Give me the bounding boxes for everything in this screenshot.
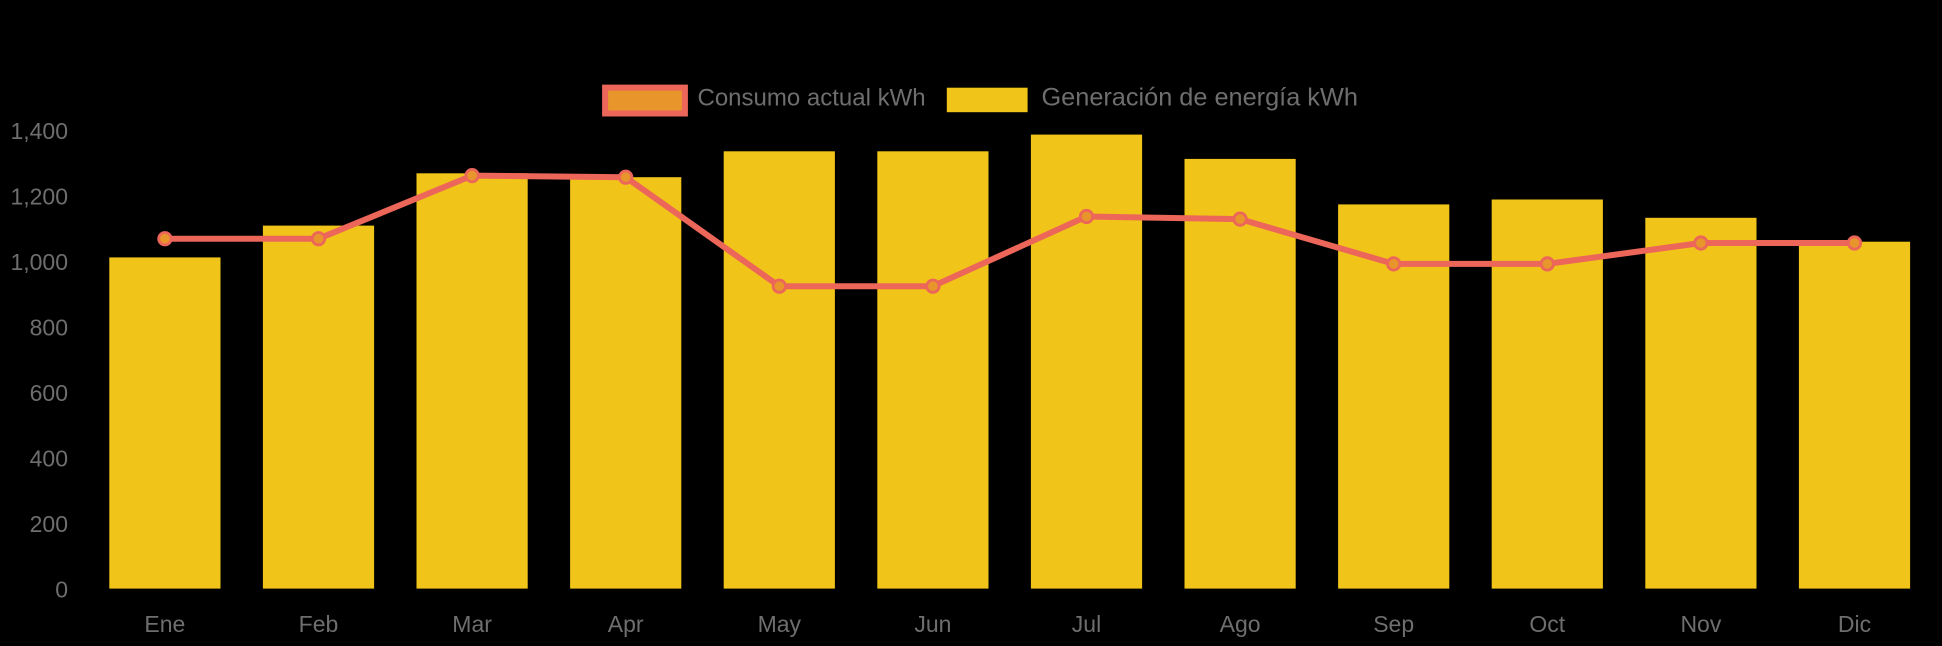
svg-text:200: 200 [30,511,68,537]
svg-text:Oct: Oct [1529,611,1565,637]
svg-text:400: 400 [30,445,68,471]
svg-text:Jul: Jul [1072,611,1101,637]
svg-text:0: 0 [55,576,68,602]
svg-text:Nov: Nov [1680,611,1721,637]
svg-text:1,200: 1,200 [10,184,68,210]
svg-text:Mar: Mar [452,611,492,637]
svg-text:Sep: Sep [1373,611,1414,637]
svg-text:Ago: Ago [1220,611,1261,637]
svg-text:May: May [758,611,802,637]
svg-text:1,400: 1,400 [10,118,68,144]
svg-text:Dic: Dic [1838,611,1871,637]
svg-text:600: 600 [30,380,68,406]
svg-text:Apr: Apr [608,611,644,637]
svg-text:Jun: Jun [914,611,951,637]
svg-text:800: 800 [30,315,68,341]
svg-text:Ene: Ene [144,611,185,637]
svg-text:Consumo actual kWh: Consumo actual kWh [698,85,926,112]
svg-text:1,000: 1,000 [10,249,68,275]
svg-text:Feb: Feb [299,611,339,637]
svg-text:Generación de energía kWh: Generación de energía kWh [1042,84,1358,112]
